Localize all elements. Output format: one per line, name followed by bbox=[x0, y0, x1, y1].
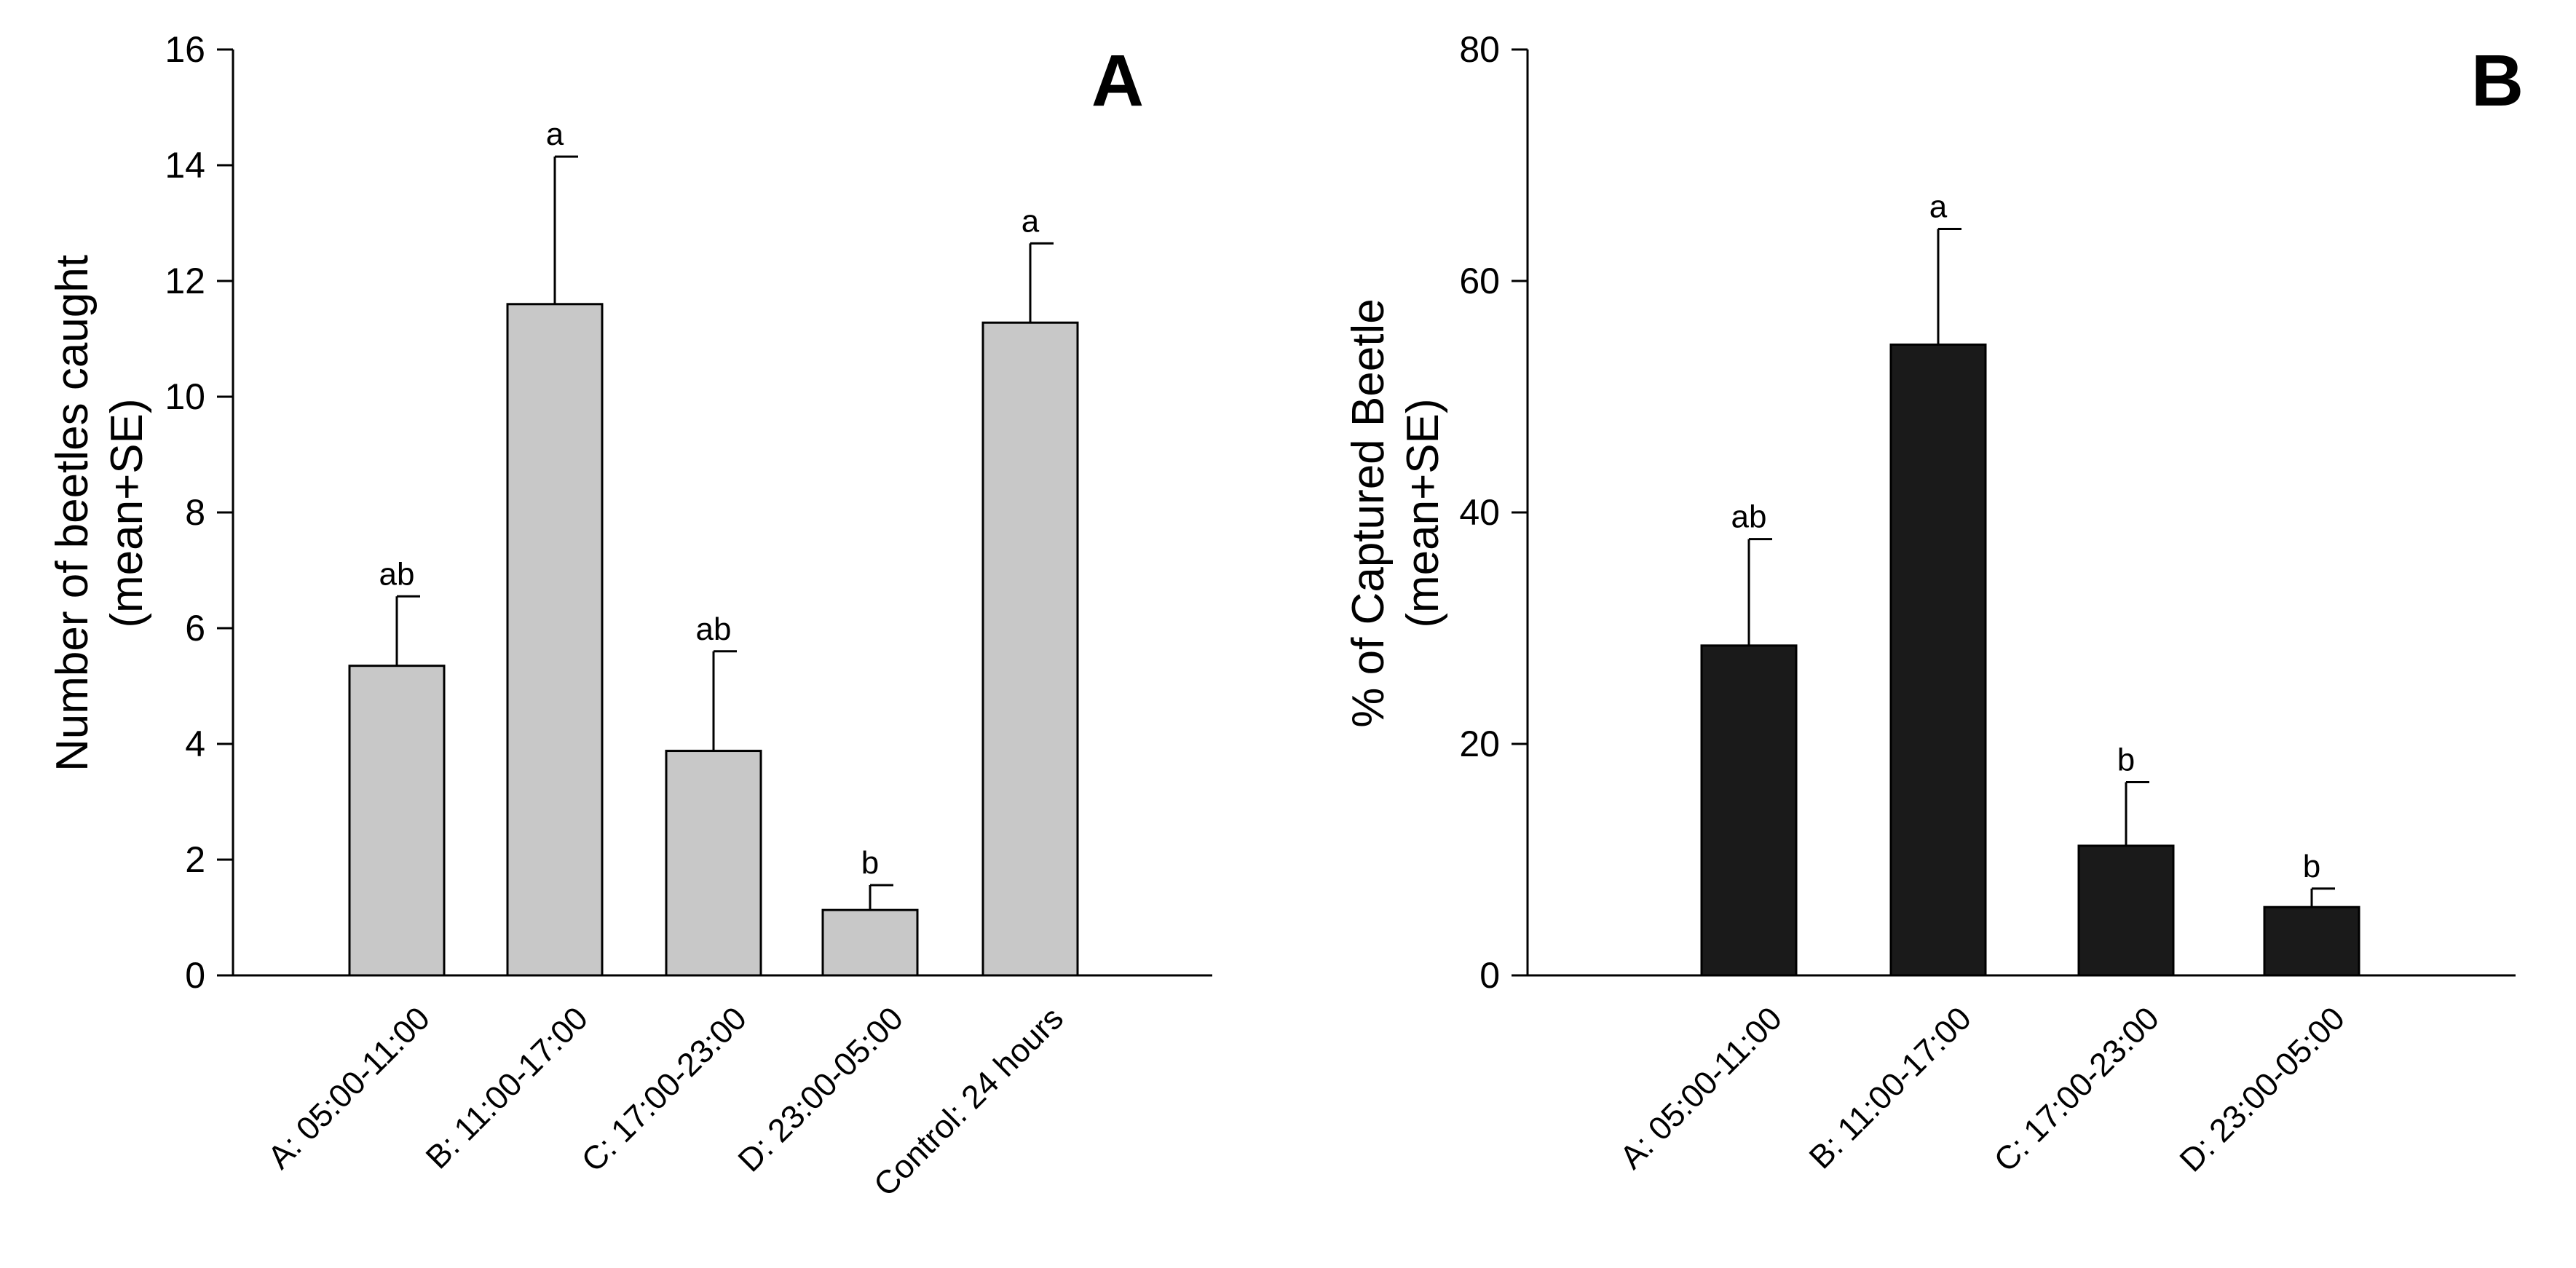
panel-a-y-axis-title-line1: Number of beetles caught bbox=[47, 255, 98, 772]
panel-a-significance-label: ab bbox=[379, 556, 415, 592]
panel-b-category-label: B: 11:00-17:00 bbox=[1802, 999, 1978, 1176]
panel-b-bar bbox=[1700, 644, 1798, 977]
panel-b-significance-label: b bbox=[2117, 742, 2135, 777]
panel-a-y-tick-label: 6 bbox=[185, 608, 205, 649]
panel-a-y-tick-label: 2 bbox=[185, 839, 205, 880]
panel-b-y-axis-title-line2: (mean+SE) bbox=[1398, 398, 1448, 627]
panel-b-significance-label: ab bbox=[1731, 499, 1767, 535]
panel-a-bar bbox=[821, 908, 919, 977]
panel-b-category-label: C: 17:00-23:00 bbox=[1986, 999, 2166, 1179]
panel-b-letter: B bbox=[2471, 40, 2524, 122]
panel-a-y-tick-label: 12 bbox=[165, 261, 205, 301]
panel-b-bar bbox=[2077, 844, 2175, 977]
panel-b-chart: B % of Captured Beetle (mean+SE) 0 20 40 60… bbox=[1343, 29, 2524, 1179]
panel-a-letter: A bbox=[1091, 40, 1144, 122]
panel-b-y-tick-label: 20 bbox=[1459, 724, 1500, 764]
panel-a-y-axis-title-line2: (mean+SE) bbox=[102, 398, 152, 627]
panel-b-category-label: A: 05:00-11:00 bbox=[1613, 999, 1789, 1176]
panel-a-y-tick-label: 4 bbox=[185, 724, 205, 764]
panel-a-chart: A Number of beetles caught (mean+SE) 0 2 4… bbox=[47, 29, 1212, 1203]
panel-b-y-tick-label: 60 bbox=[1459, 261, 1500, 301]
panel-a-y-tick-label: 16 bbox=[165, 29, 205, 70]
panel-b-significance-label: b bbox=[2303, 849, 2320, 884]
panel-a-y-tick-label: 8 bbox=[185, 492, 205, 533]
panel-a-y-tick-label: 14 bbox=[165, 145, 205, 186]
panel-b-y-tick-label: 40 bbox=[1459, 492, 1500, 533]
panel-a-bar bbox=[506, 303, 604, 977]
panel-b-significance-label: a bbox=[1929, 189, 1948, 224]
panel-b-y-tick-label: 80 bbox=[1459, 29, 1500, 70]
panel-b-bar bbox=[1889, 343, 1987, 977]
panel-a-bar bbox=[665, 750, 762, 977]
panel-a-significance-label: b bbox=[861, 845, 879, 881]
panel-a-significance-label: a bbox=[1022, 203, 1040, 239]
panel-a-category-label: D: 23:00-05:00 bbox=[730, 999, 910, 1179]
panel-a-category-label: B: 11:00-17:00 bbox=[419, 999, 595, 1176]
panel-a-y-tick-label: 0 bbox=[185, 955, 205, 996]
panel-b-bar bbox=[2263, 906, 2360, 977]
panel-a-category-label: A: 05:00-11:00 bbox=[261, 999, 437, 1176]
panel-b-y-tick-label: 0 bbox=[1479, 955, 1500, 996]
panel-b-y-axis-title-line1: % of Captured Beetle bbox=[1343, 298, 1394, 727]
panel-a-significance-label: ab bbox=[696, 611, 732, 647]
panel-a-bar bbox=[981, 321, 1079, 977]
panel-a-y-tick-label: 10 bbox=[165, 376, 205, 417]
panel-a-significance-label: a bbox=[546, 116, 564, 152]
panel-b-category-label: D: 23:00-05:00 bbox=[2172, 999, 2352, 1179]
panel-a-bar bbox=[348, 665, 446, 977]
panel-a-category-label: C: 17:00-23:00 bbox=[574, 999, 754, 1179]
